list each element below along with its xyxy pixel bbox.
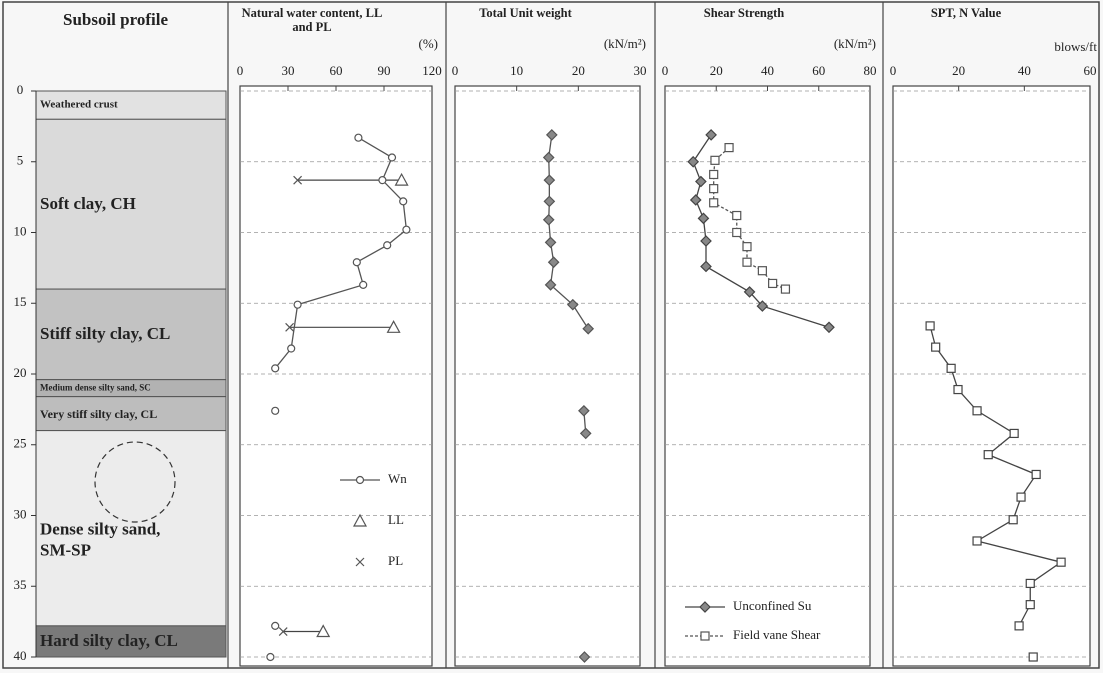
point xyxy=(733,229,741,237)
point xyxy=(272,407,279,414)
x-tick-label: 60 xyxy=(330,63,343,78)
x-tick-label: 60 xyxy=(1084,63,1097,78)
layer-label: Medium dense silty sand, SC xyxy=(40,383,225,394)
layer-label: Stiff silty clay, CL xyxy=(40,324,225,344)
y-tick-label: 35 xyxy=(14,577,27,592)
point xyxy=(384,242,391,249)
point xyxy=(769,279,777,287)
point xyxy=(743,243,751,251)
y-tick-label: 10 xyxy=(14,223,27,238)
axis-unit: (kN/m²) xyxy=(604,36,646,51)
panel-title: Shear Strength xyxy=(665,6,823,20)
point xyxy=(272,365,279,372)
x-tick-label: 20 xyxy=(952,63,965,78)
point xyxy=(781,285,789,293)
point xyxy=(353,259,360,266)
x-tick-label: 30 xyxy=(634,63,647,78)
plot-frame xyxy=(893,86,1090,666)
point xyxy=(389,154,396,161)
layer-label: Hard silty clay, CL xyxy=(40,631,225,651)
x-tick-label: 0 xyxy=(237,63,244,78)
x-tick-label: 80 xyxy=(864,63,877,78)
x-tick-label: 20 xyxy=(710,63,723,78)
point xyxy=(1026,601,1034,609)
point xyxy=(711,156,719,164)
point xyxy=(973,537,981,545)
point xyxy=(733,212,741,220)
point xyxy=(932,343,940,351)
y-tick-label: 15 xyxy=(14,294,27,309)
point xyxy=(984,451,992,459)
point xyxy=(926,322,934,330)
plot-frame xyxy=(240,86,432,666)
y-tick-label: 40 xyxy=(14,648,27,663)
x-tick-label: 120 xyxy=(422,63,442,78)
axis-unit: blows/ft xyxy=(1054,39,1097,54)
layer-label: Soft clay, CH xyxy=(40,194,225,214)
plot-frame xyxy=(455,86,640,666)
panel-title: SPT, N Value xyxy=(893,6,1039,20)
panel-title: Total Unit weight xyxy=(456,6,595,20)
y-tick-label: 5 xyxy=(17,153,24,168)
x-tick-label: 90 xyxy=(378,63,391,78)
point xyxy=(294,301,301,308)
point xyxy=(403,226,410,233)
x-tick-label: 0 xyxy=(662,63,669,78)
point xyxy=(973,407,981,415)
point xyxy=(267,654,274,661)
x-tick-label: 10 xyxy=(510,63,523,78)
point xyxy=(400,198,407,205)
point xyxy=(725,144,733,152)
point xyxy=(1057,558,1065,566)
layer-label: Very stiff silty clay, CL xyxy=(40,406,225,420)
point xyxy=(379,177,386,184)
point xyxy=(1026,579,1034,587)
point xyxy=(288,345,295,352)
y-tick-label: 25 xyxy=(14,436,27,451)
point xyxy=(758,267,766,275)
x-tick-label: 20 xyxy=(572,63,585,78)
x-tick-label: 0 xyxy=(890,63,897,78)
point xyxy=(1029,653,1037,661)
x-tick-label: 40 xyxy=(761,63,774,78)
y-tick-label: 20 xyxy=(14,365,27,380)
point xyxy=(710,170,718,178)
x-tick-label: 0 xyxy=(452,63,459,78)
point xyxy=(1010,429,1018,437)
figure: 0 5 10 15 20 25 30 35 40 (%) 0 30 60 90 120 Wn LL PL (kN/m… xyxy=(0,0,1103,673)
point xyxy=(710,199,718,207)
legend-label: PL xyxy=(388,553,403,568)
panel-title: Subsoil profile xyxy=(3,10,228,30)
point xyxy=(1032,470,1040,478)
point xyxy=(355,134,362,141)
x-tick-label: 60 xyxy=(812,63,825,78)
point xyxy=(1015,622,1023,630)
legend-label: Field vane Shear xyxy=(733,627,821,642)
point xyxy=(1017,493,1025,501)
x-tick-label: 30 xyxy=(282,63,295,78)
y-tick-label: 0 xyxy=(17,82,24,97)
plot-frame xyxy=(665,86,870,666)
point xyxy=(743,258,751,266)
y-tick-label: 30 xyxy=(14,506,27,521)
point xyxy=(272,622,279,629)
axis-unit: (%) xyxy=(419,36,439,51)
legend-symbol xyxy=(357,477,364,484)
point xyxy=(954,386,962,394)
point xyxy=(947,364,955,372)
panel-title: Natural water content, LL and PL xyxy=(238,6,386,35)
axis-unit: (kN/m²) xyxy=(834,36,876,51)
layer-label: Dense silty sand, SM-SP xyxy=(40,520,190,561)
point xyxy=(360,281,367,288)
point xyxy=(1009,516,1017,524)
legend-label: Unconfined Su xyxy=(733,598,812,613)
legend-label: Wn xyxy=(388,471,407,486)
legend-label: LL xyxy=(388,512,404,527)
layer-label: Weathered crust xyxy=(40,99,225,112)
x-tick-label: 40 xyxy=(1018,63,1031,78)
point xyxy=(710,185,718,193)
legend-symbol xyxy=(701,632,709,640)
